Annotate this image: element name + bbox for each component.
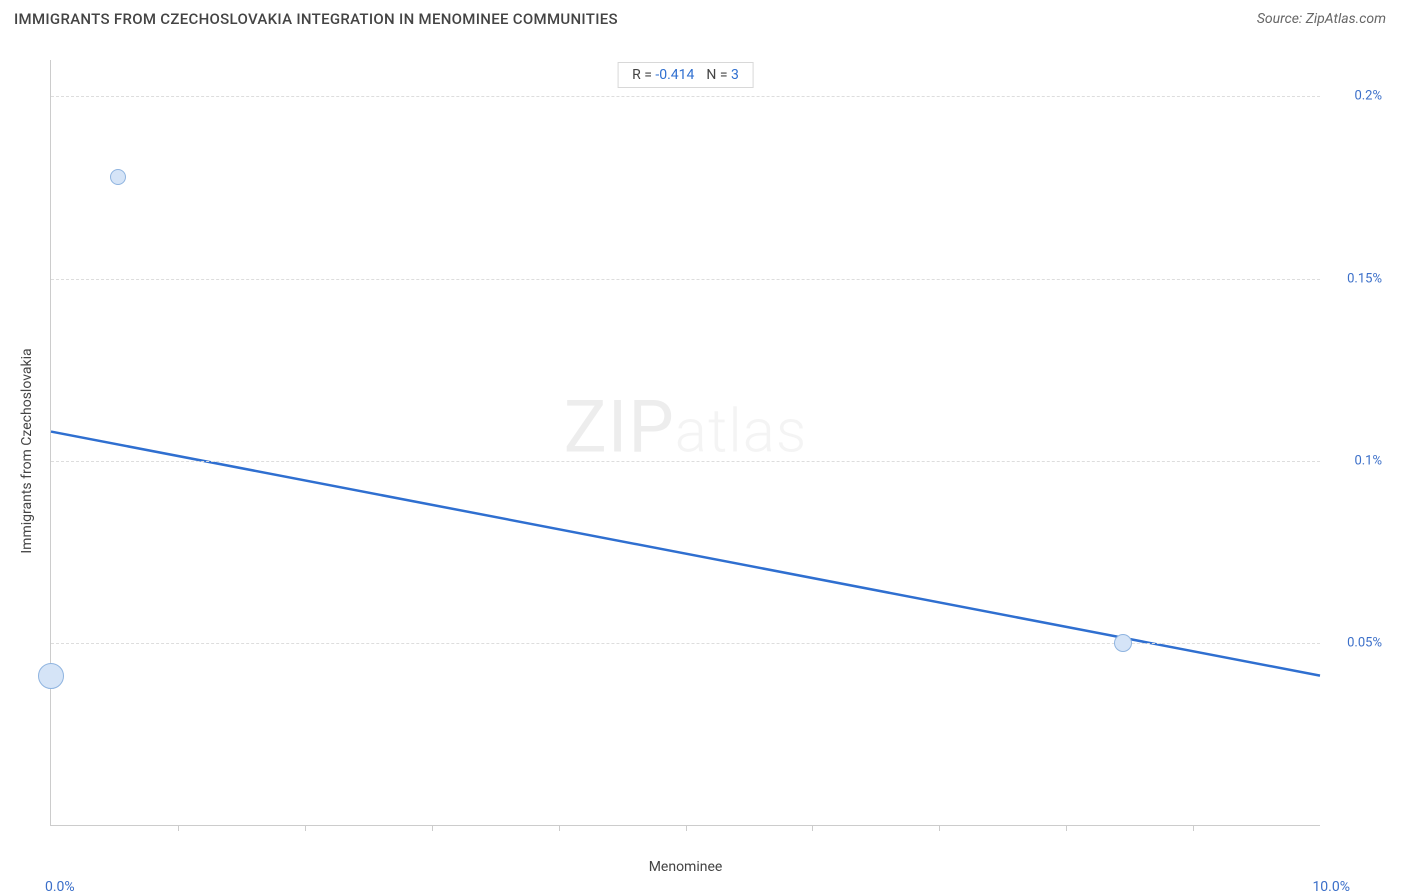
x-max-label: 10.0% <box>1312 879 1350 895</box>
x-tick <box>686 825 687 831</box>
x-tick <box>812 825 813 831</box>
data-point <box>1114 634 1132 652</box>
x-tick <box>1193 825 1194 831</box>
y-tick-label: 0.05% <box>1327 635 1382 650</box>
y-axis-title: Immigrants from Czechoslovakia <box>19 348 35 553</box>
x-tick <box>939 825 940 831</box>
x-tick <box>559 825 560 831</box>
plot-area: R = -0.414N = 3 ZIPatlas Immigrants from… <box>50 60 1320 826</box>
x-tick <box>432 825 433 831</box>
n-label: N = <box>706 67 731 83</box>
data-point <box>110 169 126 185</box>
scatter-chart: R = -0.414N = 3 ZIPatlas Immigrants from… <box>14 48 1392 878</box>
y-tick-label: 0.1% <box>1327 453 1382 468</box>
trend-line <box>51 60 1320 825</box>
y-tick-label: 0.15% <box>1327 271 1382 286</box>
y-tick-label: 0.2% <box>1327 89 1382 104</box>
x-tick <box>305 825 306 831</box>
data-point <box>38 663 64 689</box>
source-credit: Source: ZipAtlas.com <box>1257 11 1386 27</box>
x-tick <box>178 825 179 831</box>
grid-line <box>51 96 1320 97</box>
grid-line <box>51 279 1320 280</box>
stats-box: R = -0.414 N = 3 <box>617 62 754 88</box>
x-axis-title: Menominee <box>649 859 723 875</box>
r-value: -0.414 <box>655 67 694 83</box>
x-min-label: 0.0% <box>45 879 75 895</box>
r-label: R = <box>632 67 655 83</box>
x-tick <box>1066 825 1067 831</box>
page-title: IMMIGRANTS FROM CZECHOSLOVAKIA INTEGRATI… <box>14 10 618 28</box>
grid-line <box>51 461 1320 462</box>
n-value: 3 <box>731 67 739 83</box>
